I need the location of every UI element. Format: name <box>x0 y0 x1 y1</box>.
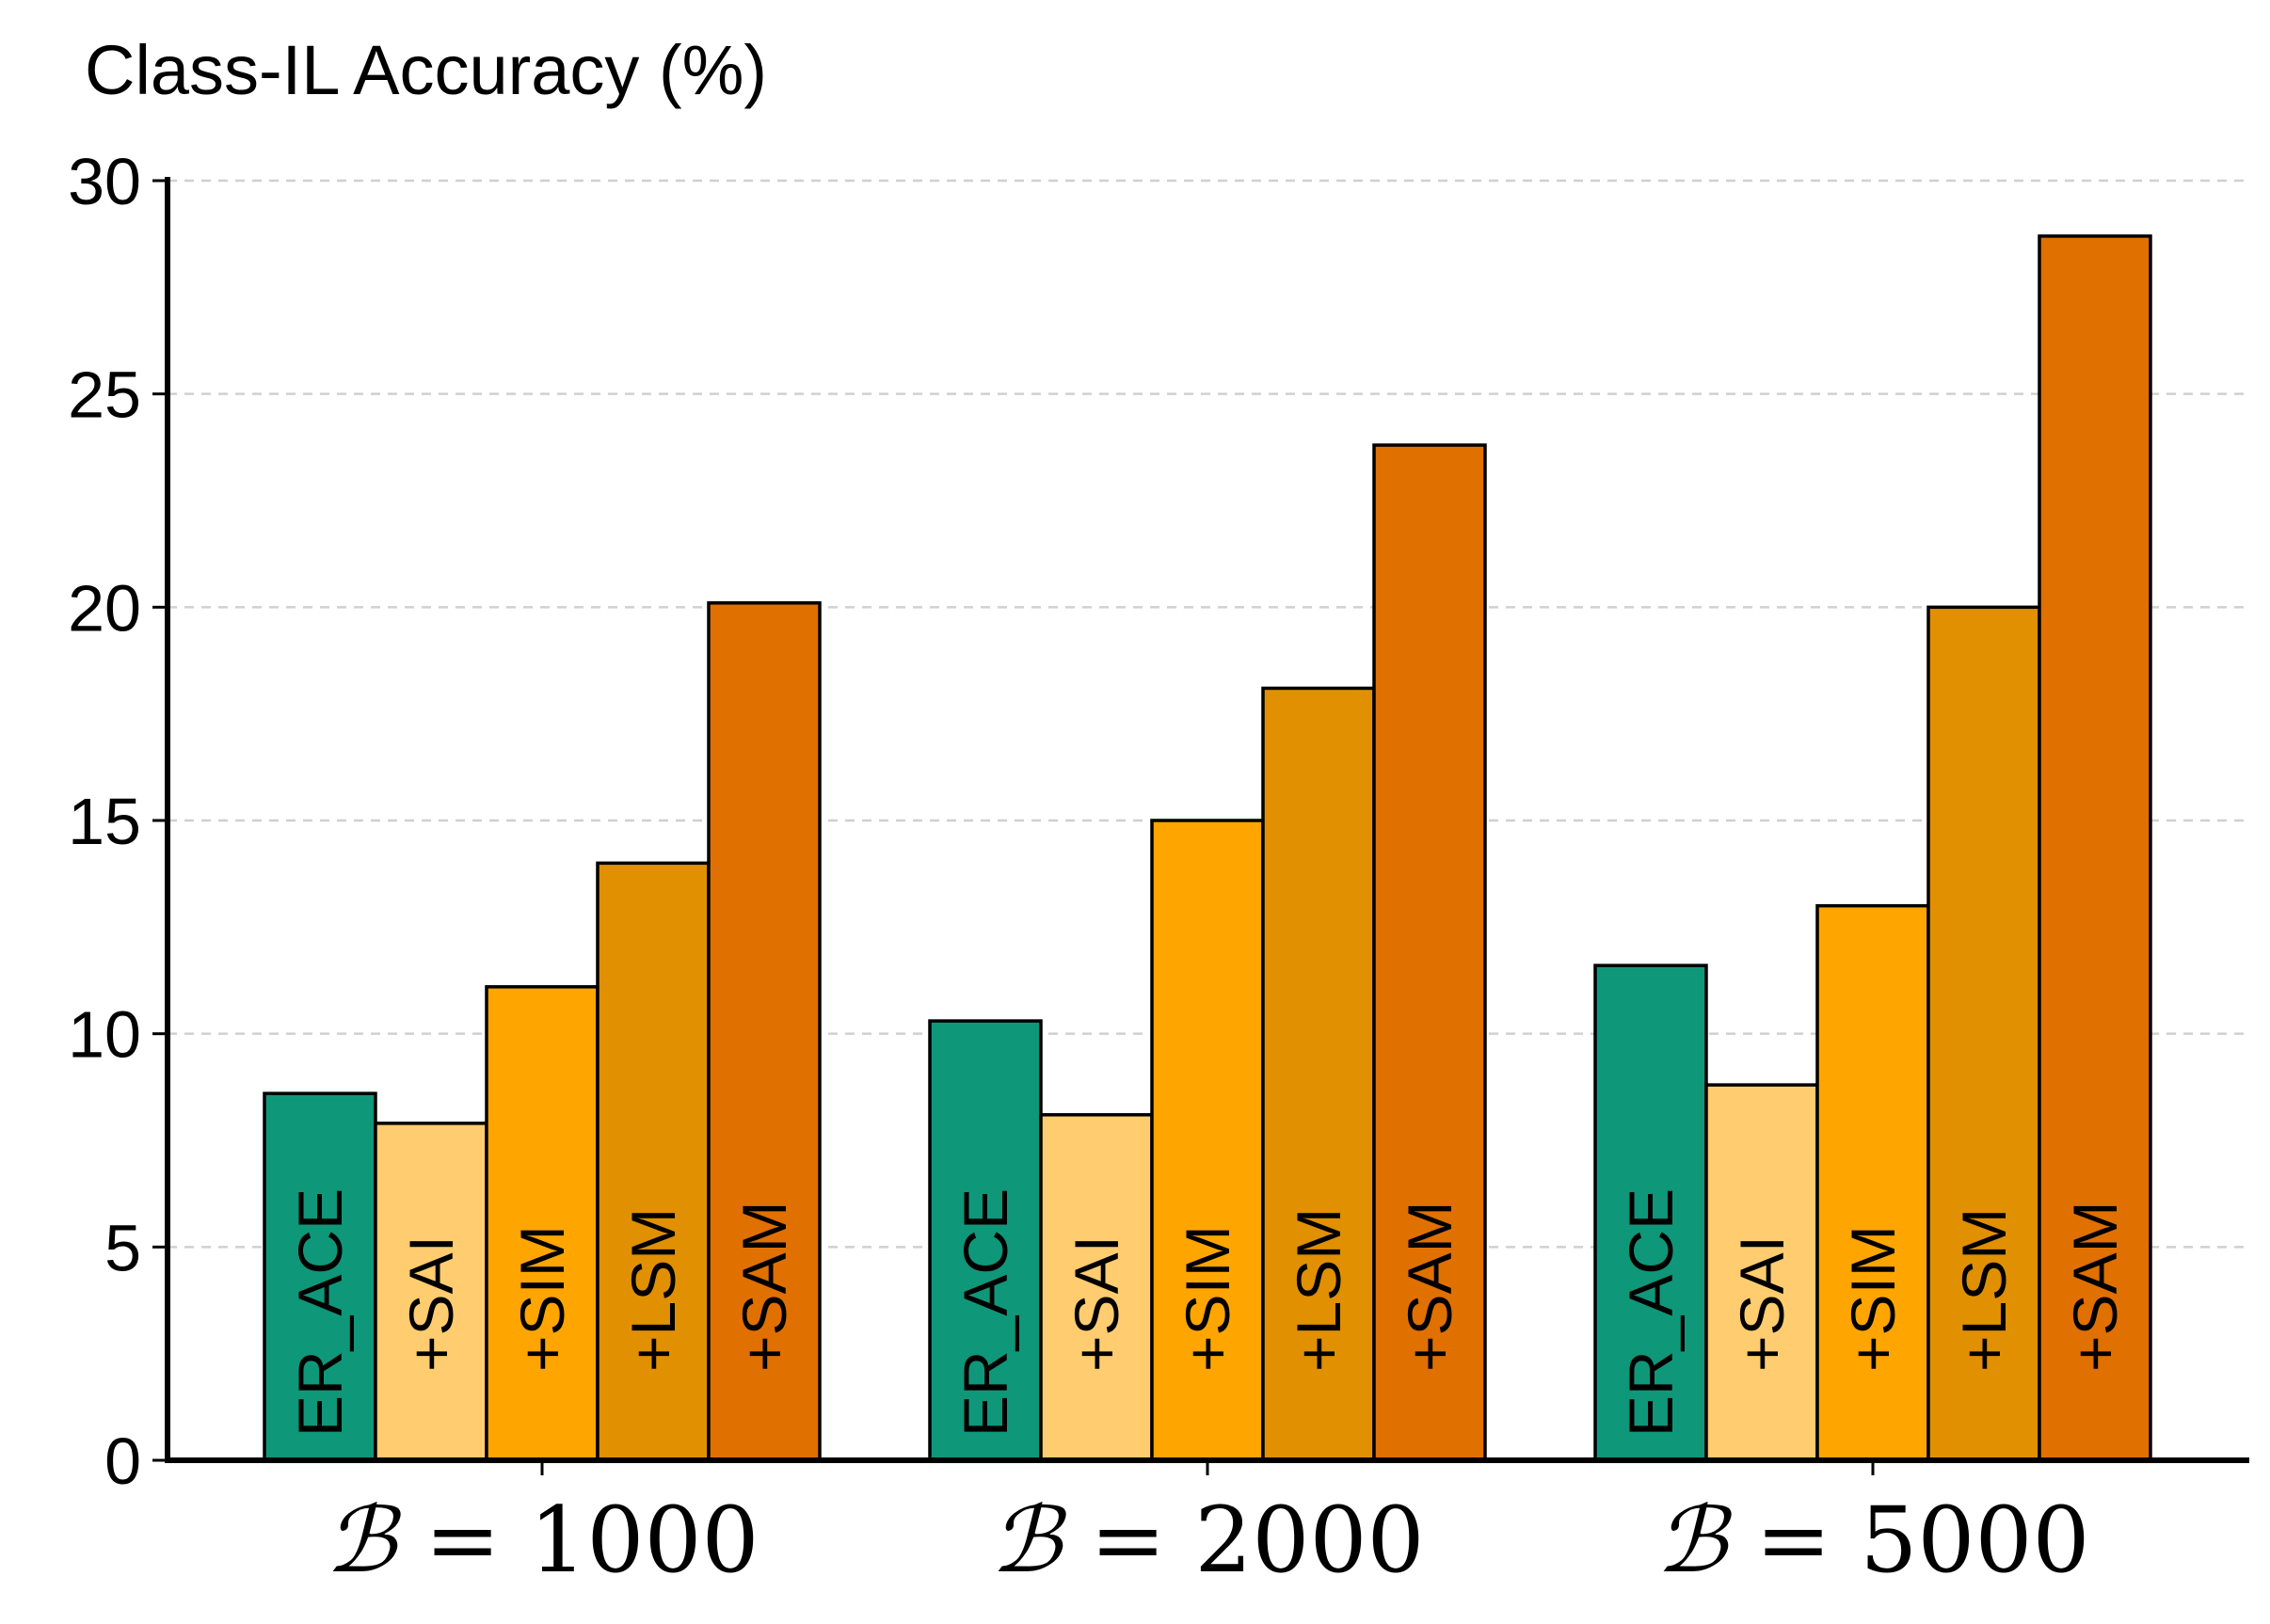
bar-sam-2 <box>2038 234 2152 1462</box>
bar-sim-2 <box>1815 903 1930 1462</box>
bar-label: +SAM <box>1395 1201 1464 1372</box>
x-tick-symbol: ℬ <box>990 1488 1067 1593</box>
bar-label: +SIM <box>1838 1225 1908 1372</box>
x-tick-symbol: ℬ <box>325 1488 402 1593</box>
bar-erace-2 <box>1593 963 1708 1462</box>
bar-label: +LSM <box>1284 1208 1353 1372</box>
y-tick-label: 30 <box>68 145 141 218</box>
y-tick-label: 0 <box>104 1425 141 1498</box>
bar-sam-1 <box>1372 443 1487 1462</box>
bar-label: ER_ACE <box>951 1188 1020 1437</box>
bar-label: +LSM <box>1949 1208 2019 1372</box>
bar-lsm-0 <box>596 861 711 1462</box>
x-tick-value: = 2000 <box>1062 1488 1425 1593</box>
x-tick-label: ℬ = 5000 <box>1655 1488 2089 1593</box>
bar-sai-1 <box>1039 1113 1154 1462</box>
bar-sai-2 <box>1704 1083 1819 1462</box>
y-tick-label: 15 <box>68 785 141 858</box>
bar-label: +SIM <box>507 1225 577 1372</box>
bar-sim-1 <box>1150 819 1265 1462</box>
x-tick-symbol: ℬ <box>1655 1488 1733 1593</box>
bar-sim-0 <box>485 985 599 1462</box>
y-ticks: 0 5 10 15 20 25 30 <box>68 145 168 1498</box>
bar-label: +LSM <box>618 1208 688 1372</box>
y-tick-label: 5 <box>104 1211 141 1284</box>
bar-label: +SAI <box>1727 1235 1797 1372</box>
bar-label: +SAM <box>729 1201 799 1372</box>
x-tick-label: ℬ = 2000 <box>990 1488 1424 1593</box>
bar-labels: ER_ACE +SAI +SIM +LSM +SAM ER_ACE +SAI +SIM +LSM… <box>285 1188 2130 1437</box>
y-tick-label: 25 <box>68 358 141 432</box>
y-tick-label: 10 <box>68 998 141 1072</box>
bar-label: ER_ACE <box>1616 1188 1686 1437</box>
x-tick-value: = 5000 <box>1727 1488 2090 1593</box>
bar-sam-0 <box>707 601 822 1462</box>
bar-lsm-2 <box>1926 605 2041 1462</box>
bar-erace-1 <box>928 1019 1043 1462</box>
x-tick-value: = 1000 <box>396 1488 759 1593</box>
bar-label: +SAI <box>396 1235 466 1372</box>
bars <box>263 234 2152 1462</box>
bar-label: +SIM <box>1173 1225 1242 1372</box>
y-tick-label: 20 <box>68 571 141 645</box>
x-ticks: ℬ = 1000 ℬ = 2000 ℬ = 5000 <box>325 1460 2090 1593</box>
y-axis-label: Class-IL Accuracy (%) <box>85 31 767 109</box>
bar-label: +SAI <box>1062 1235 1131 1372</box>
bar-label: +SAM <box>2060 1201 2130 1372</box>
x-tick-label: ℬ = 1000 <box>325 1488 759 1593</box>
bar-label: ER_ACE <box>285 1188 355 1437</box>
